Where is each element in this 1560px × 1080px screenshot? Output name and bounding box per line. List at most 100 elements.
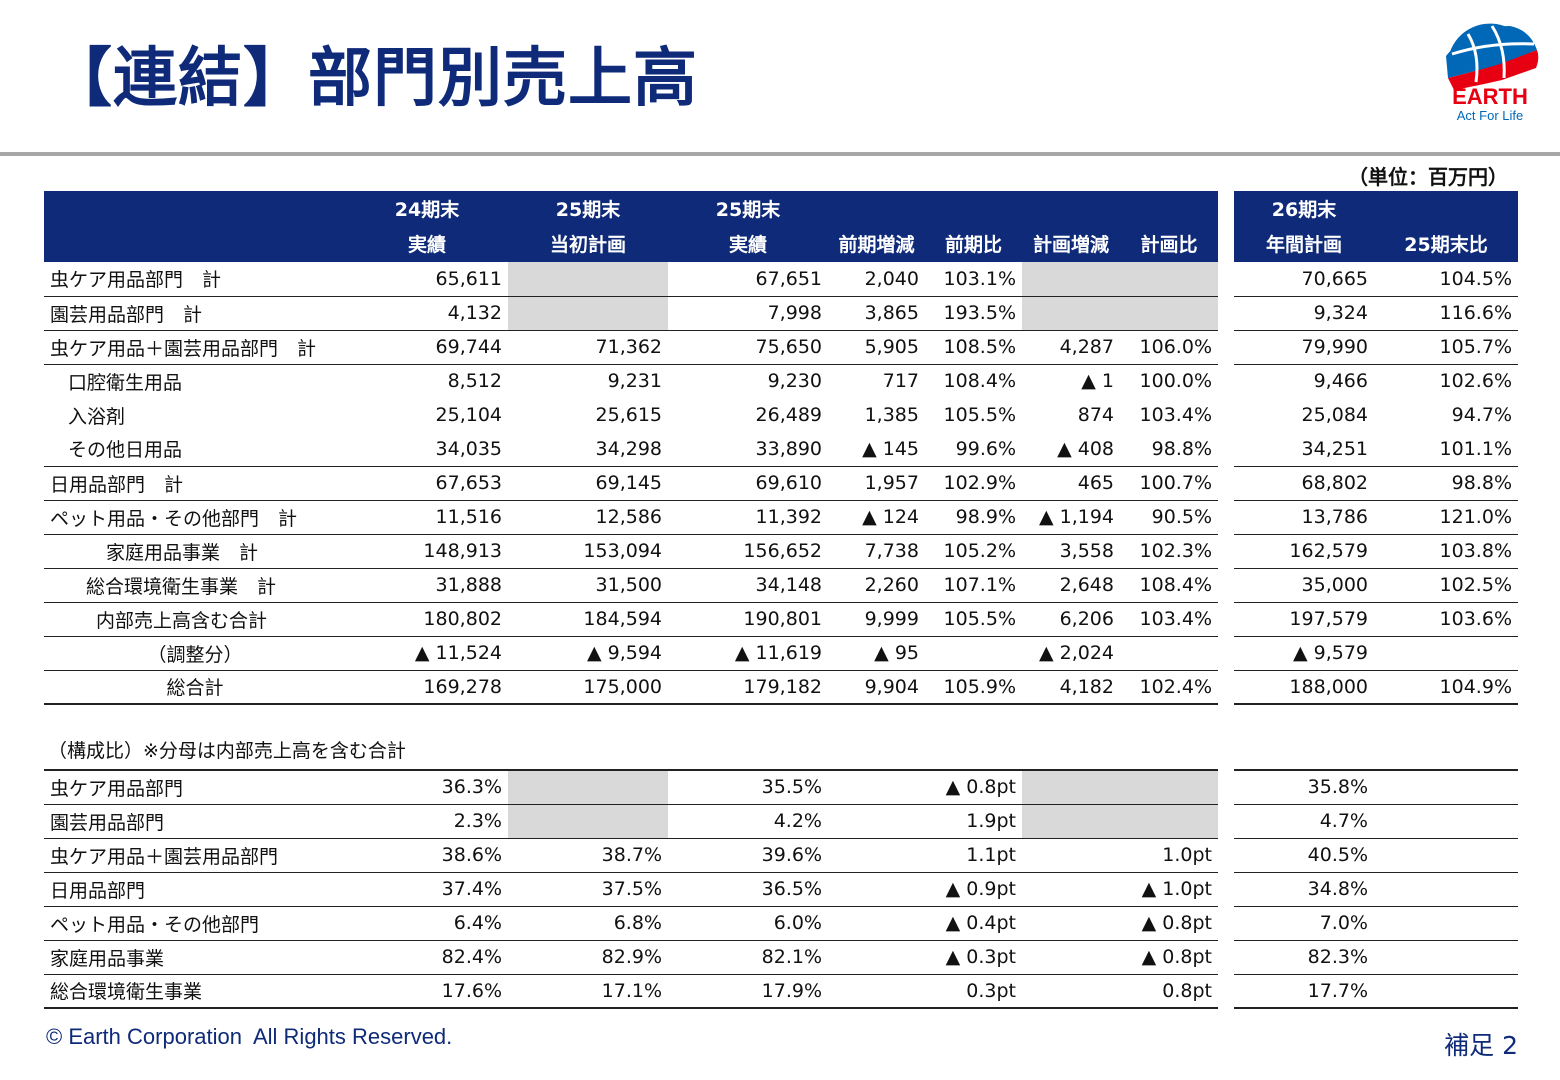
table-cell: ▲ 2,024 (1022, 636, 1120, 671)
table-cell: 103.4% (1120, 602, 1218, 637)
table-cell: 108.4% (1120, 568, 1218, 603)
table-cell: ▲ 95 (828, 636, 925, 671)
header-cell (828, 191, 925, 225)
table-cell: 25,084 (1301, 404, 1368, 426)
row-label: 虫ケア用品＋園芸用品部門 (44, 838, 346, 873)
table-row: 虫ケア用品＋園芸用品部門 計 69,744 71,362 75,650 5,905 108… (44, 330, 1518, 365)
header-cell: 25期末 (508, 191, 668, 225)
table-cell: 1.9pt (828, 804, 1022, 839)
table-cell: ▲ 124 (828, 500, 925, 535)
table-row: その他日用品 34,035 34,298 33,890 ▲ 145 99.6% ▲ 408 9… (44, 432, 1518, 467)
header-cell: 前期比 (925, 225, 1022, 262)
table-cell: ▲ 1.0pt (1022, 872, 1218, 907)
table-cell: 11,516 (346, 500, 508, 535)
table-cell: ▲ 0.8pt (1022, 940, 1218, 975)
table-cell: 108.4% (943, 370, 1016, 393)
table-cell: 82.9% (508, 940, 668, 975)
logo-wordmark: EARTH (1452, 84, 1528, 109)
table-cell: 102.3% (1120, 534, 1218, 569)
table-cell: 34,298 (508, 432, 668, 467)
table-cell: 107.1% (925, 568, 1022, 603)
row-label: （調整分） (44, 636, 346, 671)
table-cell: 717 (882, 370, 919, 393)
table-cell: 190,801 (668, 602, 828, 637)
table-cell (1022, 804, 1218, 839)
table-cell: 17.7% (1234, 974, 1374, 1009)
table-cell: 874 (1077, 404, 1114, 426)
table-row: 入浴剤 25,104 25,615 26,489 1,385 105.5% 874 103.4… (44, 398, 1518, 432)
table-cell: 75,650 (668, 330, 828, 365)
table-cell: 101.1% (1374, 432, 1518, 467)
table-cell: 31,500 (508, 568, 668, 603)
table-cell: 69,610 (668, 466, 828, 501)
row-label: 総合計 (44, 670, 346, 705)
composition-note: （構成比）※分母は内部売上高を含む合計 (48, 740, 406, 762)
table-cell: 7,738 (828, 534, 925, 569)
table-cell: 69,145 (508, 466, 668, 501)
table-cell: 1,385 (864, 404, 919, 426)
composition-table-body: 虫ケア用品部門 36.3% 35.5% ▲ 0.8pt 35.8% 園芸用品部門 2.3% 4… (44, 769, 1518, 1009)
row-label: 入浴剤 (68, 405, 126, 428)
table-row: （調整分） ▲ 11,524 ▲ 9,594 ▲ 11,619 ▲ 95 ▲ 2,024 ▲… (44, 636, 1518, 671)
table-cell: 25,615 (595, 404, 662, 426)
table-cell (1022, 296, 1120, 331)
globe-icon (1446, 23, 1539, 90)
table-cell: 3,865 (828, 296, 925, 331)
table-cell: 17.1% (508, 974, 668, 1009)
table-cell: 2,040 (828, 262, 925, 297)
header-cell: 前期増減 (828, 225, 925, 262)
table-cell: 148,913 (346, 534, 508, 569)
row-label: 日用品部門 計 (44, 466, 346, 501)
header-cell: 年間計画 (1234, 225, 1374, 262)
table-row: 日用品部門 計 67,653 69,145 69,610 1,957 102.9% 465 1… (44, 466, 1518, 501)
table-cell: 102.6% (1439, 370, 1512, 393)
header-cell: 25期末比 (1374, 225, 1518, 262)
table-cell: 11,392 (668, 500, 828, 535)
table-cell: 162,579 (1234, 534, 1374, 569)
table-cell: 34,035 (346, 432, 508, 467)
table-cell: 2,260 (828, 568, 925, 603)
table-cell: 99.6% (925, 432, 1022, 467)
table-cell: 36.5% (668, 872, 828, 907)
table-cell: 8,512 (447, 370, 502, 393)
table-row: 家庭用品事業 82.4% 82.9% 82.1% ▲ 0.3pt ▲ 0.8pt 82.3% (44, 940, 1518, 975)
table-cell: 31,888 (346, 568, 508, 603)
table-cell (1022, 769, 1218, 805)
row-label: 虫ケア用品部門 計 (44, 262, 346, 297)
table-cell: 103.1% (925, 262, 1022, 297)
table-cell: 9,466 (1313, 370, 1368, 393)
row-label: 内部売上高含む合計 (44, 602, 346, 637)
composition-table: 虫ケア用品部門 36.3% 35.5% ▲ 0.8pt 35.8% 園芸用品部門 2.3% 4… (44, 769, 1518, 1009)
table-row: 園芸用品部門 計 4,132 7,998 3,865 193.5% 9,324 116.6% (44, 296, 1518, 331)
header-cell (44, 191, 346, 225)
header-cell (925, 191, 1022, 225)
table-cell: 4.7% (1234, 804, 1374, 839)
table-cell: 98.9% (925, 500, 1022, 535)
row-label: ペット用品・その他部門 (44, 906, 346, 941)
header-cell: 当初計画 (508, 225, 668, 262)
table-cell: 102.9% (925, 466, 1022, 501)
table-row: 園芸用品部門 2.3% 4.2% 1.9pt 4.7% (44, 804, 1518, 839)
table-cell: 6.8% (508, 906, 668, 941)
table-cell: 17.6% (346, 974, 508, 1009)
table-cell: 26,489 (755, 404, 822, 426)
table-cell: 25,104 (435, 404, 502, 426)
header-cell (1374, 191, 1518, 225)
table-cell: 193.5% (925, 296, 1022, 331)
earth-logo: EARTH Act For Life (1446, 23, 1539, 123)
table-cell: 9,904 (828, 670, 925, 705)
table-cell: 34.8% (1234, 872, 1374, 907)
table-cell: ▲ 9,594 (508, 636, 668, 671)
table-cell: 34,251 (1234, 432, 1374, 467)
table-cell: 121.0% (1374, 500, 1518, 535)
table-cell: 179,182 (668, 670, 828, 705)
table-cell: 39.6% (668, 838, 828, 873)
header-cell (1120, 191, 1218, 225)
table-cell (1120, 636, 1218, 671)
table-cell: 36.3% (346, 769, 508, 805)
table-cell: 100.0% (1139, 370, 1212, 393)
table-cell (508, 804, 668, 839)
table-cell: 13,786 (1234, 500, 1374, 535)
table-cell: 67,653 (346, 466, 508, 501)
table-cell: 180,802 (346, 602, 508, 637)
